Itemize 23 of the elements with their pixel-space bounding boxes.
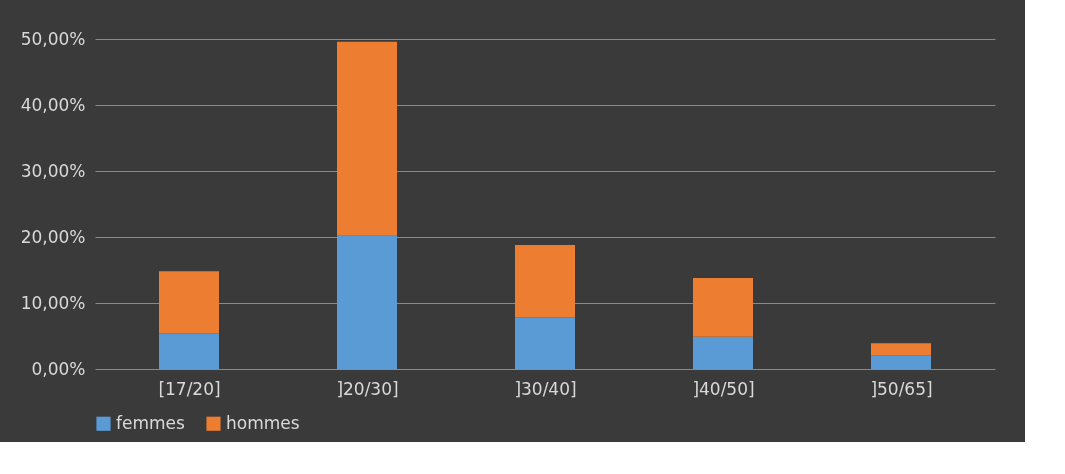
legend-label: femmes <box>116 412 186 433</box>
x-tick-label: ]30/40] <box>514 378 577 399</box>
x-tick-label: ]50/65] <box>870 378 933 399</box>
y-tick-label: 30,00% <box>20 160 86 181</box>
bar <box>693 336 753 369</box>
bar <box>693 277 753 337</box>
bar <box>871 343 931 356</box>
y-tick-label: 50,00% <box>20 28 86 49</box>
legend-label: hommes <box>226 412 300 433</box>
x-tick-label: ]40/50] <box>692 378 755 399</box>
y-tick-label: 10,00% <box>20 292 86 313</box>
bar <box>159 271 219 334</box>
bar <box>159 333 219 369</box>
x-tick-label: [17/20] <box>158 378 221 399</box>
y-tick-label: 40,00% <box>20 94 86 115</box>
x-tick-label: ]20/30] <box>336 378 399 399</box>
bar <box>337 41 397 236</box>
bar <box>337 235 397 369</box>
bar <box>871 355 931 369</box>
bar <box>515 244 575 318</box>
y-tick-label: 0,00% <box>31 358 86 379</box>
bar <box>515 317 575 369</box>
y-tick-label: 20,00% <box>20 226 86 247</box>
